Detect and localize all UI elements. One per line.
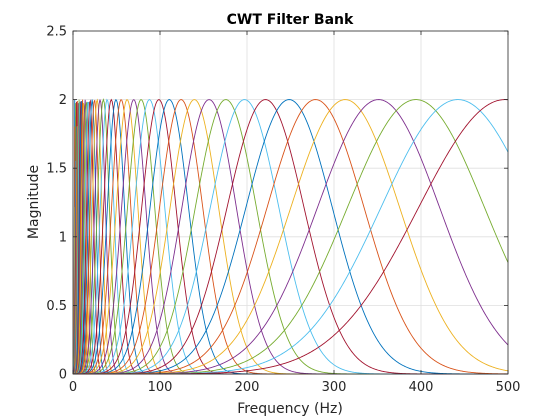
x-tick-label: 200 [235, 380, 260, 395]
axis-ticks: 0 100 200 300 400 500 0 0.5 1 1.5 2 2.5 [46, 25, 520, 396]
plot-frame [72, 30, 509, 375]
y-axis-label: Magnitude [26, 165, 42, 239]
x-axis-label: Frequency (Hz) [237, 401, 343, 417]
y-tick-label: 0.5 [46, 299, 67, 314]
y-tick-label: 0 [59, 368, 67, 383]
y-tick-label: 1 [59, 230, 67, 245]
filter-response-line [73, 99, 508, 375]
y-tick-label: 2 [59, 93, 67, 108]
y-tick-label: 1.5 [46, 162, 67, 177]
x-tick-label: 400 [409, 380, 434, 395]
x-tick-label: 500 [496, 380, 521, 395]
chart-title: CWT Filter Bank [227, 12, 354, 28]
x-tick-label: 100 [148, 380, 173, 395]
x-tick-label: 300 [322, 380, 347, 395]
y-tick-label: 2.5 [46, 25, 67, 40]
x-tick-label: 0 [69, 380, 77, 395]
